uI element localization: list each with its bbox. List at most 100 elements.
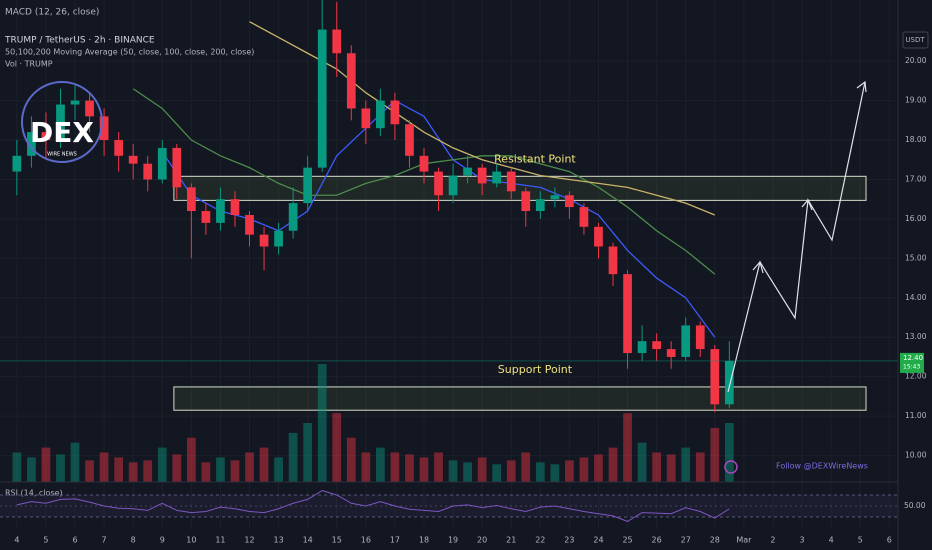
candle-body (579, 207, 589, 227)
candle-body (259, 234, 269, 247)
candle-body (521, 191, 531, 212)
volume-bar (724, 423, 734, 482)
volume-bar (41, 447, 51, 482)
rsi-label: RSI (14, close) (5, 489, 63, 498)
volume-bar (637, 442, 647, 482)
volume-bar (70, 442, 80, 482)
y-tick-label: 17.00 (905, 174, 927, 183)
x-tick-label: 14 (303, 536, 313, 545)
x-tick-label: 5 (858, 536, 863, 545)
volume-bar (390, 452, 400, 482)
candle-body (70, 100, 80, 105)
projection-path (727, 81, 866, 393)
volume-bar (477, 457, 487, 482)
volume-bar (114, 457, 124, 482)
volume-bar (666, 454, 676, 482)
volume-bar (216, 457, 225, 482)
zone-label: Resistant Point (494, 152, 576, 165)
volume-bar (288, 432, 298, 482)
volume-bar (405, 454, 414, 482)
last-price: 12.40 (903, 354, 923, 362)
candle-body (128, 155, 138, 164)
y-tick-label: 11.00 (905, 411, 927, 420)
volume-bar (594, 454, 603, 482)
candle-body (157, 147, 167, 180)
volume-bar (695, 452, 705, 482)
x-tick-label: 16 (361, 536, 371, 545)
candle-body (376, 100, 385, 129)
x-tick-label: Mar (736, 536, 752, 545)
volume-bar (157, 447, 167, 482)
candle-body (274, 230, 283, 247)
x-tick-label: 17 (390, 536, 400, 545)
y-tick-label: 10.00 (905, 451, 927, 460)
candle-body (390, 100, 400, 125)
candle-body (477, 167, 487, 184)
candle-body (245, 214, 254, 235)
x-tick-label: 6 (887, 536, 892, 545)
volume-bar (710, 427, 720, 482)
volume-bar (245, 452, 254, 482)
x-tick-label: 24 (593, 536, 603, 545)
x-tick-label: 13 (273, 536, 283, 545)
zone-label: Support Point (498, 363, 573, 376)
x-tick-label: 6 (72, 536, 77, 545)
candle-body (27, 132, 36, 156)
x-tick-label: 2 (770, 536, 775, 545)
candle-body (99, 116, 109, 141)
price-tag (900, 352, 924, 373)
x-tick-label: 20 (477, 536, 487, 545)
candle-body (405, 124, 414, 156)
x-tick-label: 23 (564, 536, 574, 545)
moving-average (249, 21, 716, 216)
candle-body (41, 132, 51, 141)
volume-bar (579, 457, 589, 482)
candle-body (230, 199, 240, 215)
logo-ring (21, 81, 103, 163)
arrow-head (752, 260, 764, 274)
x-tick-label: 15 (332, 536, 342, 545)
volume-bar (361, 452, 371, 482)
y-tick-label: 13.00 (905, 332, 927, 341)
candle-body (506, 171, 516, 192)
zone (173, 386, 867, 411)
volume-bar (259, 447, 269, 482)
volume-bar (332, 413, 342, 482)
x-tick-label: 27 (681, 536, 691, 545)
volume-bar (346, 437, 356, 482)
currency-box (902, 31, 929, 49)
candle-body (216, 199, 225, 223)
candle-body (346, 53, 356, 109)
volume-bar (608, 447, 618, 482)
volume-bar (448, 460, 458, 482)
volume-bar (463, 462, 472, 482)
volume-bar (550, 464, 560, 482)
x-tick-label: 4 (829, 536, 834, 545)
x-tick-label: 8 (131, 536, 136, 545)
volume-bar (143, 460, 153, 482)
candle-body (710, 349, 720, 405)
volume-bar (681, 447, 691, 482)
volume-bar (506, 460, 516, 482)
logo-tagline: WIRE NEWS (47, 152, 77, 158)
candle-body (535, 199, 545, 212)
volume-bar (303, 423, 313, 482)
x-tick-label: 21 (506, 536, 516, 545)
candle-body (419, 155, 429, 172)
candle-body (143, 163, 153, 180)
volume-bar (99, 452, 109, 482)
x-tick-label: 22 (535, 536, 545, 545)
volume-bar (317, 364, 327, 482)
candle-body (550, 195, 560, 200)
countdown: 15:43 (903, 363, 920, 370)
arrow-head (801, 198, 813, 211)
candle-body (565, 195, 574, 208)
candle-body (463, 167, 472, 176)
ma-label: 50,100,200 Moving Average (50, close, 10… (5, 48, 254, 57)
candle-body (361, 108, 371, 129)
candle-body (492, 171, 502, 184)
candle-body (85, 100, 94, 117)
volume-bar (85, 460, 94, 482)
volume-bar (376, 447, 385, 482)
